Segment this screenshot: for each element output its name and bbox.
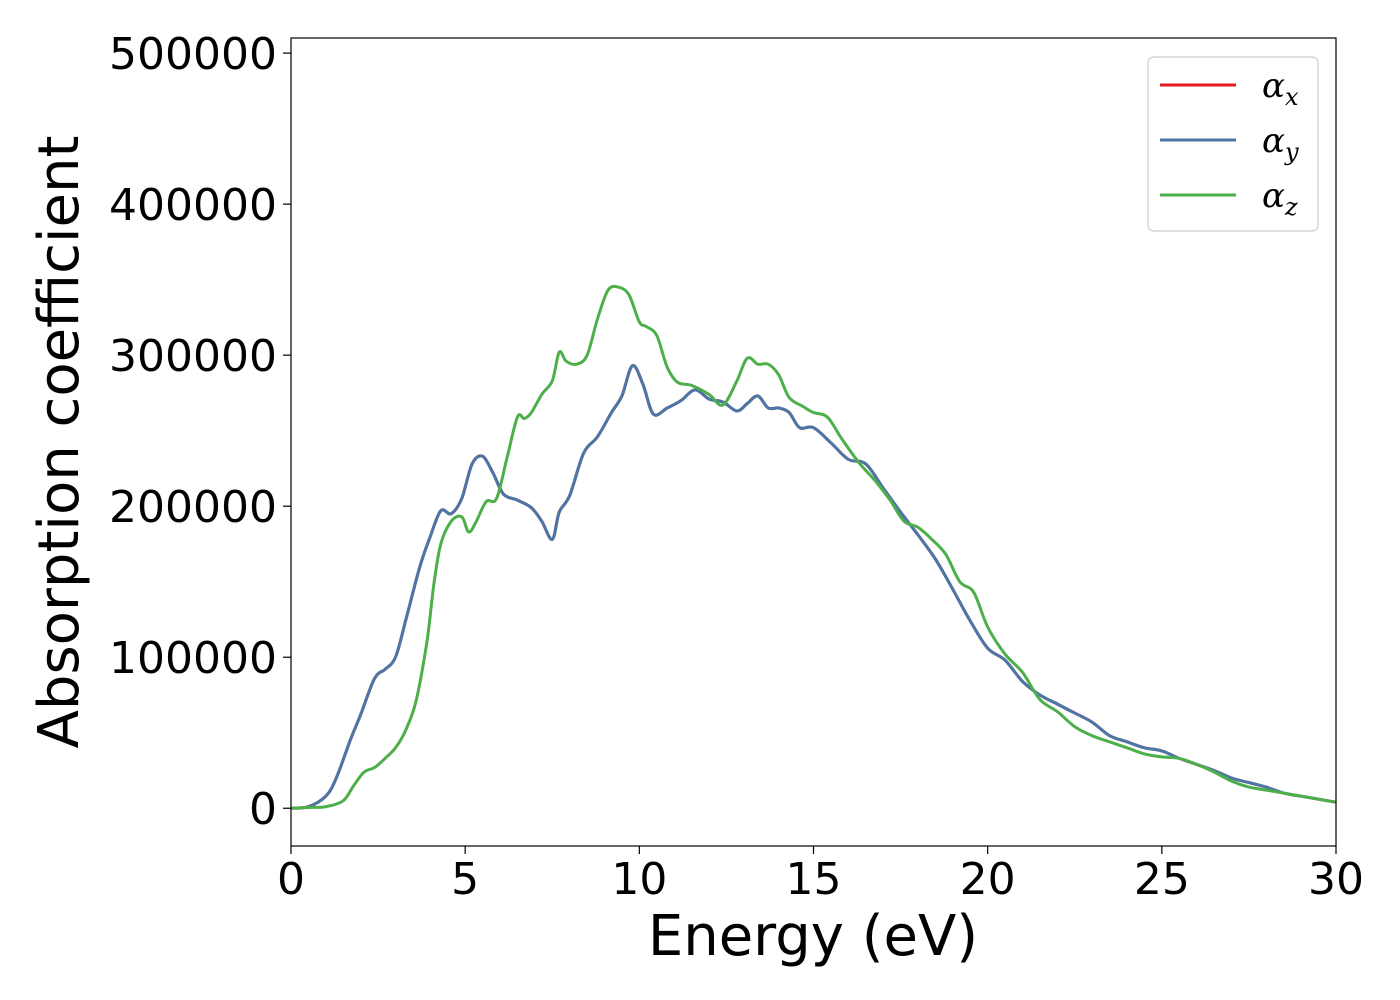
- y-tick-label: 0: [249, 784, 277, 835]
- y-axis-ticks: 0 100000 200000 300000 400000 500000: [109, 29, 291, 835]
- x-tick-label: 15: [786, 854, 842, 905]
- legend-label-z: αz: [1262, 176, 1298, 221]
- y-tick-label: 500000: [109, 29, 277, 80]
- legend-label-x: αx: [1262, 66, 1299, 111]
- y-axis-label: Absorption coefficient: [27, 136, 92, 749]
- legend-box: [1147, 56, 1319, 232]
- legend-label-y: αy: [1262, 121, 1299, 166]
- series-layer: [290, 284, 1337, 810]
- x-tick-label: 10: [611, 854, 667, 905]
- x-axis-ticks: 0 5 10 15 20 25 30: [277, 846, 1364, 905]
- x-tick-label: 0: [277, 854, 305, 905]
- y-tick-label: 400000: [109, 180, 277, 231]
- x-tick-label: 20: [960, 854, 1016, 905]
- legend: αx αy αz: [1147, 56, 1319, 232]
- series-line-y: [290, 364, 1337, 810]
- x-tick-label: 30: [1308, 854, 1364, 905]
- x-axis-label: Energy (eV): [648, 904, 978, 969]
- y-tick-label: 200000: [109, 482, 277, 533]
- x-tick-label: 5: [451, 854, 479, 905]
- y-tick-label: 100000: [109, 633, 277, 684]
- y-tick-label: 300000: [109, 331, 277, 382]
- series-line-z: [290, 284, 1337, 810]
- x-tick-label: 25: [1134, 854, 1190, 905]
